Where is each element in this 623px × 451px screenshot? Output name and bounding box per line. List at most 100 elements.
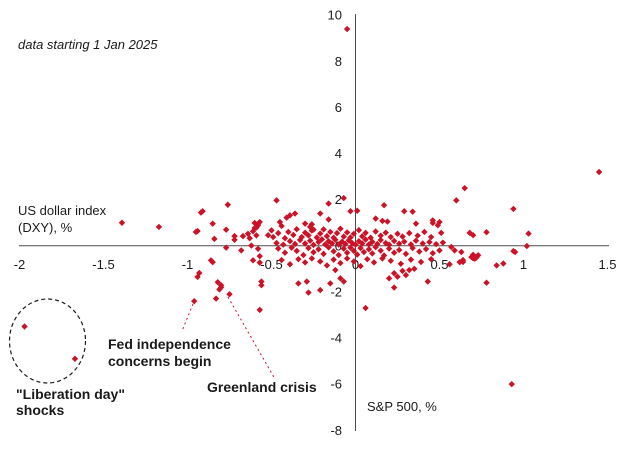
data-point — [305, 289, 312, 296]
data-point — [305, 244, 312, 252]
data-point — [347, 244, 354, 251]
data-point — [253, 232, 260, 239]
data-point — [278, 256, 285, 264]
y-tick-label: -6 — [330, 377, 342, 392]
data-point — [409, 244, 416, 252]
data-point — [367, 234, 374, 241]
data-point — [412, 237, 420, 244]
data-point — [362, 229, 369, 237]
data-point — [256, 252, 263, 260]
data-point — [406, 229, 413, 237]
data-point — [249, 257, 257, 264]
data-point — [291, 210, 299, 217]
x-tick-label: -1.5 — [92, 257, 114, 272]
data-point — [377, 247, 384, 254]
x-tick-label: 1.5 — [598, 257, 616, 272]
data-point — [296, 236, 304, 244]
data-point — [461, 184, 468, 192]
data-point — [377, 236, 384, 244]
data-point — [493, 262, 500, 269]
data-point — [508, 380, 515, 388]
data-point — [276, 218, 284, 226]
data-point — [340, 245, 347, 252]
data-point — [293, 247, 300, 255]
data-point — [362, 304, 369, 312]
data-point — [332, 266, 339, 274]
data-point — [301, 240, 309, 247]
data-point — [333, 229, 341, 237]
y-tick-label: 10 — [328, 8, 342, 23]
data-point — [402, 271, 410, 279]
data-point — [399, 267, 406, 275]
data-point — [343, 255, 351, 262]
data-point — [280, 241, 287, 248]
data-point — [379, 255, 386, 262]
data-point — [335, 251, 342, 259]
data-point — [390, 270, 398, 277]
y-tick-label: -8 — [330, 423, 342, 438]
data-point — [385, 275, 393, 282]
data-point — [347, 208, 354, 215]
data-point — [337, 225, 344, 232]
data-point — [417, 258, 425, 266]
data-point — [308, 227, 316, 234]
data-point — [320, 226, 327, 233]
data-point — [199, 208, 206, 215]
data-point — [342, 240, 349, 248]
data-point — [419, 240, 426, 247]
data-point — [268, 227, 275, 234]
data-point — [385, 245, 393, 252]
callout-shapes — [8, 296, 276, 384]
data-point — [353, 207, 361, 214]
data-point — [300, 251, 307, 259]
x-tick-label: -0.5 — [260, 257, 282, 272]
liberation-annotation-ellipse — [8, 298, 87, 384]
data-point — [317, 230, 324, 237]
data-point — [192, 228, 200, 236]
data-point — [426, 238, 433, 246]
data-point — [446, 261, 453, 268]
greenland-annotation-leader-line — [227, 296, 276, 380]
data-point — [385, 241, 393, 248]
data-point — [473, 254, 480, 261]
x-tick-label: -1 — [182, 257, 194, 272]
data-point — [269, 233, 277, 241]
data-point — [248, 242, 255, 249]
data-point — [421, 228, 428, 236]
data-point — [380, 202, 388, 209]
data-point — [21, 323, 28, 330]
data-point — [239, 232, 247, 240]
data-point — [369, 250, 376, 257]
data-point — [155, 223, 163, 231]
data-point — [459, 256, 467, 264]
data-point — [209, 220, 216, 227]
data-point — [327, 280, 334, 287]
fed-annotation-label-line1: Fed independence — [108, 336, 231, 352]
data-point — [372, 228, 379, 235]
data-point — [355, 226, 363, 234]
y-tick-label: 2 — [335, 192, 342, 207]
data-point — [360, 248, 368, 256]
data-point — [310, 241, 317, 249]
data-point — [306, 237, 314, 244]
data-point — [525, 230, 532, 237]
data-point — [357, 244, 364, 252]
data-point — [224, 201, 232, 208]
data-point — [353, 251, 361, 258]
data-point — [323, 262, 331, 269]
data-point — [395, 240, 403, 247]
x-axis-label-line2: (DXY), % — [18, 220, 73, 235]
data-point — [317, 286, 324, 294]
data-point — [350, 230, 358, 238]
data-point — [328, 240, 336, 247]
data-point — [264, 231, 272, 239]
data-point — [258, 278, 265, 285]
data-point — [275, 229, 282, 237]
data-point — [384, 218, 391, 225]
data-point — [275, 245, 282, 252]
data-point — [288, 244, 295, 251]
data-point — [427, 233, 435, 241]
data-point — [301, 259, 309, 266]
data-point — [390, 284, 398, 291]
